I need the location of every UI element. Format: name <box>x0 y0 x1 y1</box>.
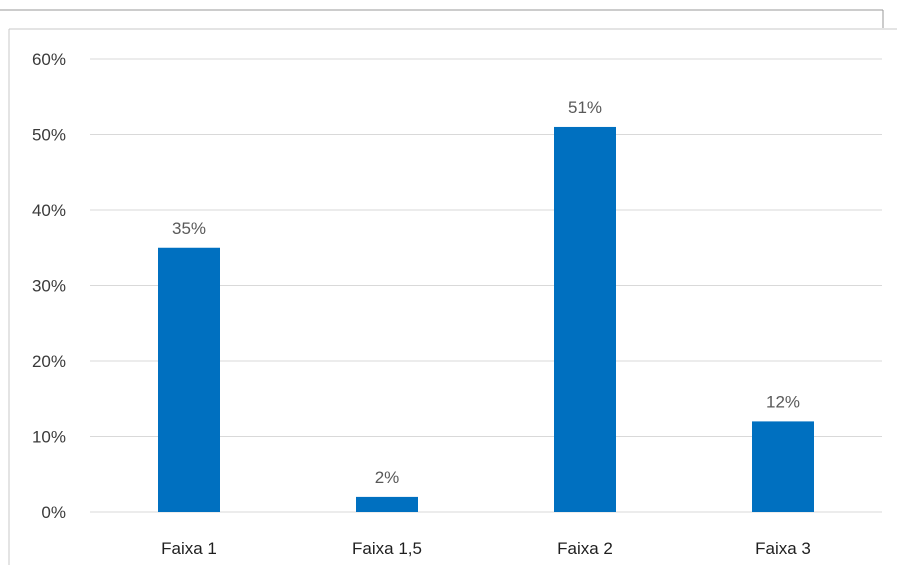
x-category-label: Faixa 1,5 <box>352 539 422 558</box>
data-label: 51% <box>568 98 602 117</box>
bars <box>158 126 814 512</box>
y-tick-label: 20% <box>32 352 66 371</box>
y-axis-tick-labels: 0% 10% 20% 30% 40% 50% 60% <box>32 50 66 522</box>
data-label: 2% <box>375 468 400 487</box>
x-axis-category-labels: Faixa 1 Faixa 1,5 Faixa 2 Faixa 3 <box>161 539 811 558</box>
gridlines <box>90 58 882 513</box>
bar <box>752 421 814 512</box>
y-tick-label: 10% <box>32 428 66 447</box>
bar <box>554 126 616 512</box>
y-tick-label: 60% <box>32 50 66 69</box>
x-category-label: Faixa 3 <box>755 539 811 558</box>
y-tick-label: 30% <box>32 277 66 296</box>
y-tick-label: 40% <box>32 201 66 220</box>
bar <box>356 496 418 512</box>
y-tick-label: 50% <box>32 126 66 145</box>
data-label: 12% <box>766 392 800 411</box>
data-labels: 35% 2% 51% 12% <box>172 98 800 487</box>
bar <box>158 247 220 512</box>
data-label: 35% <box>172 219 206 238</box>
x-category-label: Faixa 2 <box>557 539 613 558</box>
x-category-label: Faixa 1 <box>161 539 217 558</box>
y-tick-label: 0% <box>41 503 66 522</box>
